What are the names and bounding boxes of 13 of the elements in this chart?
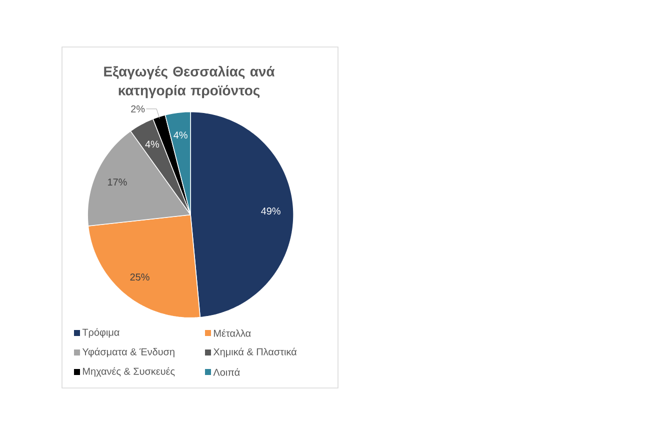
legend-label: Λοιπά <box>213 368 240 376</box>
legend-label: Μέταλλα <box>214 329 251 337</box>
data-label: 2% <box>131 105 145 112</box>
legend-label: Τρόφιμα <box>82 328 120 338</box>
data-label: 49% <box>261 208 280 215</box>
data-label: 17% <box>108 178 127 186</box>
data-label: 25% <box>130 274 150 281</box>
data-label: 4% <box>145 140 160 148</box>
legend-label: Χημικά & Πλαστικά <box>213 348 297 358</box>
chart-title: Εξαγωγές Θεσσαλίας ανά κατηγορία προϊόντος <box>104 66 275 98</box>
legend-label: Μηχανές & Συσκευές <box>83 367 175 377</box>
legend-label: Υφάσματα & Ένδυση <box>82 348 174 358</box>
data-label: 4% <box>174 132 188 139</box>
